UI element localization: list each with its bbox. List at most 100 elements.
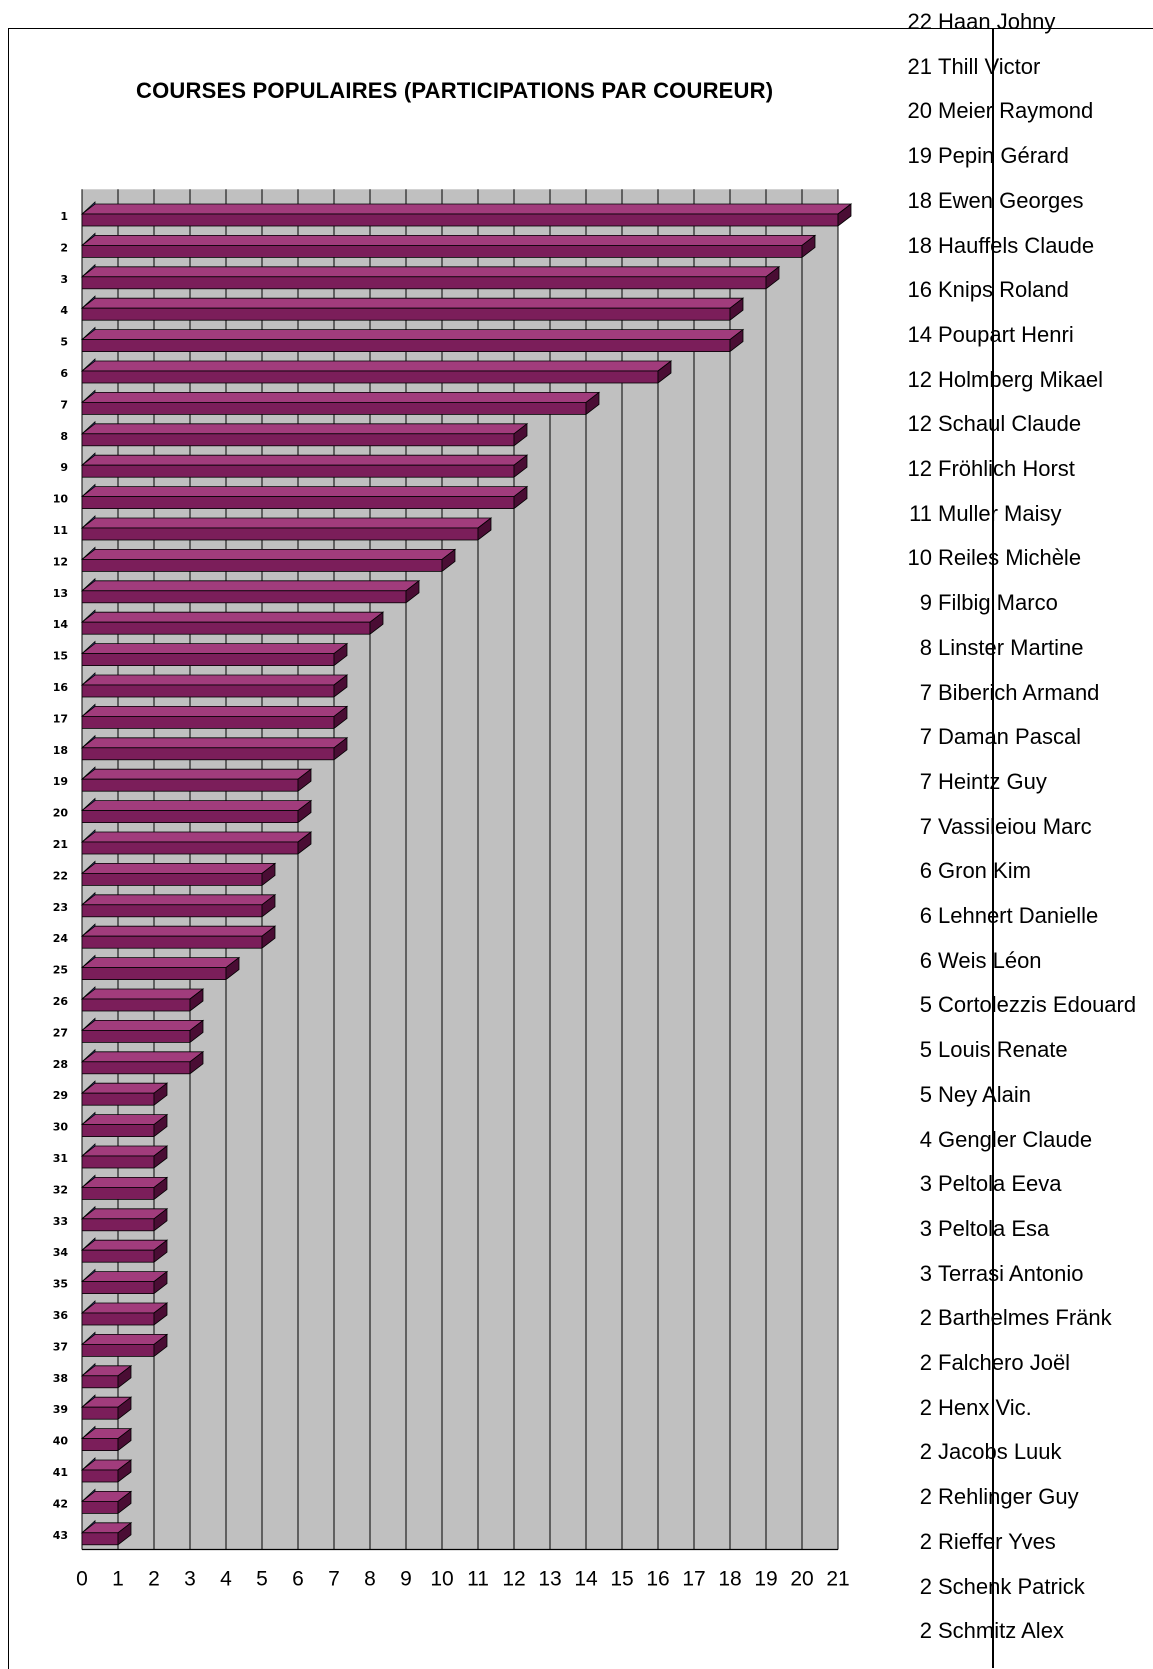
bar-top [80, 391, 601, 403]
ranking-name: Weis Léon [938, 947, 1042, 973]
ranking-name: Reiles Michèle [938, 545, 1082, 571]
bar-top [80, 1271, 169, 1282]
ranking-name: Cortolezzis Edouard [938, 992, 1137, 1018]
bar-top [80, 737, 349, 749]
bar [81, 1092, 155, 1106]
bar [81, 401, 587, 415]
ranking-name: Schenk Patrick [938, 1573, 1085, 1599]
y-tick-label: 11 [53, 524, 68, 537]
ranking-name: Gengler Claude [938, 1126, 1093, 1152]
x-tick-label: 7 [328, 1568, 340, 1591]
bar-side [513, 454, 528, 479]
ranking-name: Barthelmes Fränk [938, 1305, 1112, 1331]
y-tick-label: 28 [53, 1058, 68, 1071]
bar-side [369, 611, 384, 636]
bar-side [189, 1019, 204, 1044]
y-tick-label: 27 [53, 1026, 68, 1039]
bar [81, 433, 515, 447]
y-tick-label: 32 [53, 1183, 68, 1196]
bar [81, 1249, 155, 1263]
bar-top [80, 1334, 169, 1345]
bar-side [189, 988, 204, 1012]
ranking-count: 21 [907, 53, 932, 79]
ranking-row: 2 Rieffer Yves [896, 1520, 1056, 1564]
bar [81, 307, 731, 321]
bar-top [80, 1114, 169, 1125]
rankings-divider [992, 28, 994, 1668]
bar [81, 276, 767, 290]
ranking-name: Linster Martine [938, 634, 1084, 660]
ranking-row: 4 Gengler Claude [896, 1118, 1092, 1162]
x-tick-label: 4 [220, 1568, 232, 1591]
bar [81, 1375, 119, 1389]
bar-side [513, 485, 528, 510]
bar [81, 590, 407, 604]
bar [81, 1061, 191, 1075]
bar-side [657, 360, 672, 384]
ranking-row: 18 Ewen Georges [896, 179, 1084, 223]
bar [81, 370, 659, 384]
bar-side [297, 831, 312, 855]
bar [81, 1344, 155, 1357]
x-tick-label: 15 [610, 1568, 633, 1591]
ranking-name: Knips Roland [938, 277, 1069, 303]
bar-top [80, 768, 313, 780]
bar [81, 496, 515, 510]
ranking-count: 8 [919, 634, 932, 660]
ranking-row: 11 Muller Maisy [896, 492, 1061, 536]
ranking-row: 14 Poupart Henri [896, 313, 1074, 357]
bar-side [117, 1396, 132, 1421]
x-tick-label: 0 [76, 1568, 88, 1591]
x-tick-label: 18 [718, 1568, 741, 1591]
y-tick-label: 35 [53, 1278, 68, 1291]
y-tick-label: 7 [60, 398, 68, 411]
ranking-row: 19 Pepin Gérard [896, 134, 1069, 178]
bar-top [80, 266, 781, 278]
x-tick-label: 21 [826, 1568, 849, 1591]
ranking-count: 16 [907, 277, 932, 303]
y-tick-label: 30 [53, 1121, 69, 1134]
ranking-count: 7 [919, 813, 932, 839]
bar-top [80, 925, 277, 937]
y-tick-label: 39 [53, 1403, 68, 1416]
ranking-count: 5 [919, 1081, 932, 1107]
bar [81, 1187, 155, 1200]
ranking-count: 4 [919, 1126, 932, 1152]
ranking-count: 20 [907, 98, 932, 124]
ranking-count: 11 [909, 500, 932, 526]
ranking-name: Terrasi Antonio [938, 1260, 1084, 1286]
bar [81, 1281, 155, 1294]
ranking-row: 16 Knips Roland [896, 268, 1069, 312]
bar [81, 967, 227, 980]
bar-top [80, 454, 529, 466]
ranking-name: Lehnert Danielle [938, 903, 1099, 928]
bar [81, 873, 263, 886]
bar-side [585, 391, 600, 416]
ranking-name: Hauffels Claude [938, 232, 1095, 258]
bar-top [80, 360, 673, 372]
bar [81, 778, 299, 792]
x-tick-label: 20 [790, 1568, 813, 1591]
bar [81, 904, 263, 918]
x-tick-label: 12 [502, 1568, 525, 1591]
x-tick-label: 8 [364, 1568, 376, 1591]
y-tick-label: 36 [53, 1309, 69, 1322]
ranking-name: Gron Kim [938, 858, 1031, 884]
ranking-name: Pepin Gérard [938, 143, 1069, 169]
ranking-row: 7 Biberich Armand [896, 671, 1100, 715]
bar [81, 653, 335, 666]
ranking-count: 6 [919, 903, 932, 928]
bar-side [153, 1302, 168, 1326]
ranking-row: 2 Barthelmes Fränk [896, 1296, 1112, 1340]
bar-side [729, 297, 744, 322]
ranking-name: Schaul Claude [938, 411, 1082, 437]
ranking-name: Haan Johny [938, 9, 1056, 34]
ranking-name: Jacobs Luuk [938, 1439, 1062, 1465]
y-tick-label: 16 [53, 681, 69, 694]
bar-side [153, 1270, 168, 1295]
ranking-row: 6 Lehnert Danielle [896, 894, 1098, 938]
ranking-row: 5 Cortolezzis Edouard [896, 983, 1136, 1027]
x-tick-label: 6 [292, 1568, 304, 1591]
y-tick-label: 40 [53, 1435, 69, 1448]
